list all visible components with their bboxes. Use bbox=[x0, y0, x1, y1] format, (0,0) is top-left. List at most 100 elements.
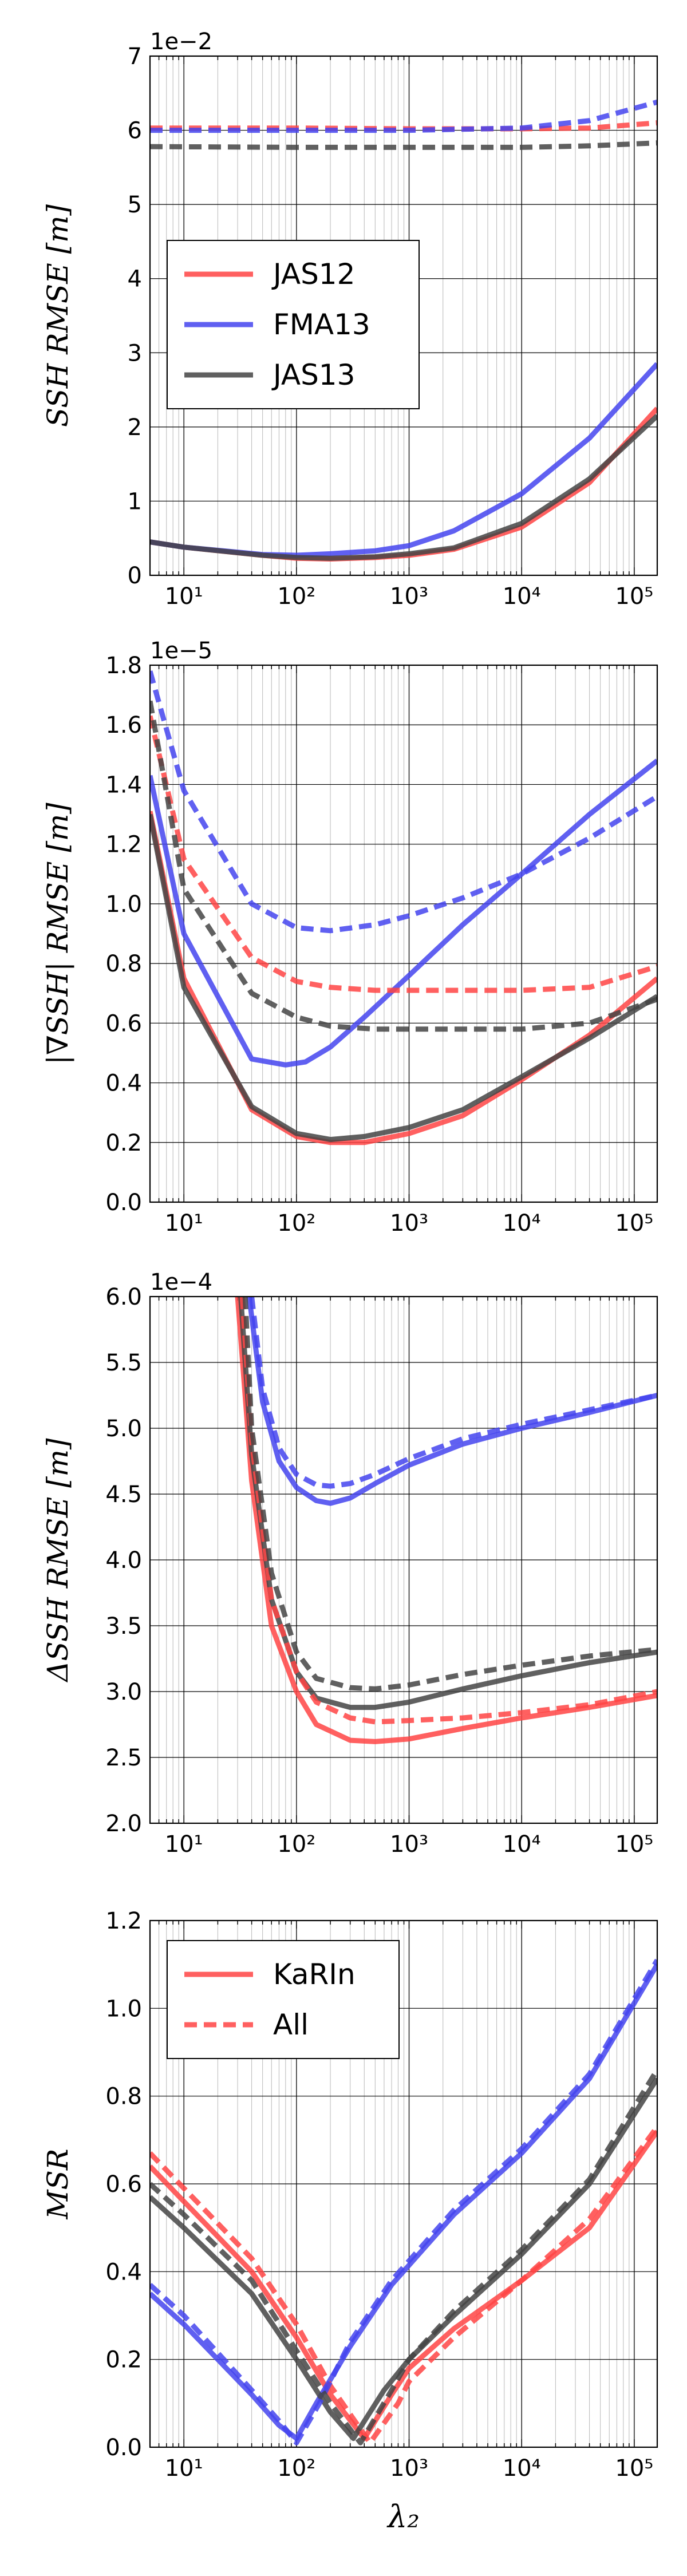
y-tick-label: 5 bbox=[128, 192, 142, 218]
y-tick-label: 4 bbox=[128, 266, 142, 293]
panel-3: 2.0 2.5 3.0 3.5 4.0 4.5 5.0 5.5 6.0 10¹ 10² 10³ 10⁴ 1… bbox=[41, 1269, 658, 1858]
axes-frame bbox=[149, 55, 658, 576]
panel-1: 0 1 2 3 4 5 6 7 10¹ 10² 10³ 10⁴ 10⁵ 1e−2 SSH RMSE [m] J… bbox=[41, 29, 658, 610]
axes-frame bbox=[149, 664, 658, 1203]
series-line bbox=[242, 1297, 657, 1692]
y-tick-label: 6.0 bbox=[105, 1284, 142, 1310]
y-tick-label: 0.0 bbox=[105, 1190, 142, 1216]
panel-2: 0.0 0.2 0.4 0.6 0.8 1.0 1.2 1.4 1.6 1.8 10¹ 10² 10³ 1… bbox=[41, 638, 658, 1236]
axes-frame bbox=[149, 1295, 658, 1824]
series-line bbox=[249, 1297, 657, 1489]
y-tick-label: 2.5 bbox=[105, 1745, 142, 1771]
y-axis-label: ΔSSH RMSE [m] bbox=[41, 1438, 74, 1683]
y-tick-label: 0.0 bbox=[105, 2435, 142, 2461]
x-tick-label: 10⁴ bbox=[503, 1831, 541, 1858]
series-line bbox=[150, 140, 657, 150]
y-tick-label: 0.6 bbox=[105, 2171, 142, 2198]
y-tick-label: 3.5 bbox=[105, 1613, 142, 1639]
y-axis-label: |∇SSH| RMSE [m] bbox=[41, 803, 74, 1065]
y-tick-label: 1.2 bbox=[105, 1908, 142, 1934]
y-tick-label: 1.2 bbox=[105, 832, 142, 858]
legend: KaRIn All bbox=[167, 1940, 400, 2059]
x-tick-label: 10¹ bbox=[165, 1831, 203, 1858]
grid bbox=[149, 665, 657, 1203]
x-tick-label: 10³ bbox=[390, 1831, 428, 1858]
x-tick-label: 10⁵ bbox=[615, 1210, 653, 1236]
y-tick-label: 0.8 bbox=[105, 2084, 142, 2110]
series-line bbox=[150, 2077, 657, 2441]
series-line bbox=[150, 2068, 657, 2445]
series-line bbox=[238, 1297, 657, 1710]
grid bbox=[149, 1296, 657, 1824]
legend-label: KaRIn bbox=[273, 1958, 356, 1991]
y-tick-label: 0.2 bbox=[105, 2347, 142, 2373]
y-tick-label: 4.5 bbox=[105, 1481, 142, 1508]
x-axis-label: λ₂ bbox=[386, 2499, 420, 2535]
scale-label: 1e−4 bbox=[150, 1269, 212, 1295]
x-tick-label: 10² bbox=[277, 583, 315, 610]
series-line bbox=[150, 414, 657, 561]
series-line bbox=[150, 700, 657, 1032]
y-tick-label: 6 bbox=[128, 118, 142, 144]
legend-label: All bbox=[273, 2008, 309, 2041]
y-tick-label: 1.4 bbox=[105, 772, 142, 798]
series-line bbox=[150, 99, 657, 133]
y-tick-label: 1.6 bbox=[105, 712, 142, 738]
y-tick-label: 0 bbox=[128, 563, 142, 589]
y-tick-label: 1 bbox=[128, 488, 142, 515]
series-group bbox=[150, 670, 657, 1145]
y-tick-label: 7 bbox=[128, 44, 142, 70]
y-tick-label: 2.0 bbox=[105, 1811, 142, 1837]
series-line bbox=[150, 715, 657, 993]
x-tick-label: 10¹ bbox=[165, 583, 203, 610]
series-line bbox=[150, 2129, 657, 2441]
legend: JAS12 FMA13 JAS13 bbox=[167, 240, 420, 409]
y-tick-label: 1.0 bbox=[105, 1996, 142, 2022]
series-line bbox=[235, 1297, 657, 1744]
y-tick-label: 0.4 bbox=[105, 2259, 142, 2285]
x-tick-label: 10² bbox=[277, 1210, 315, 1236]
x-tick-label: 10³ bbox=[390, 583, 428, 610]
y-tick-label: 0.2 bbox=[105, 1130, 142, 1156]
x-tick-label: 10³ bbox=[390, 1210, 428, 1236]
y-tick-label: 5.5 bbox=[105, 1350, 142, 1376]
x-tick-label: 10⁵ bbox=[615, 2455, 653, 2482]
x-tick-label: 10³ bbox=[390, 2455, 428, 2482]
y-tick-label: 1.8 bbox=[105, 653, 142, 679]
scale-label: 1e−5 bbox=[150, 638, 212, 664]
series-line bbox=[239, 1297, 657, 1725]
series-line bbox=[150, 670, 657, 934]
panel-4: 0.0 0.2 0.4 0.6 0.8 1.0 1.2 10¹ 10² 10³ 10⁴ 10⁵ MSR K… bbox=[41, 1908, 658, 2535]
x-tick-label: 10² bbox=[277, 2455, 315, 2482]
series-group bbox=[235, 1297, 657, 1744]
y-tick-label: 3 bbox=[128, 340, 142, 366]
axes-frame bbox=[149, 1919, 658, 2448]
y-tick-label: 0.4 bbox=[105, 1070, 142, 1097]
y-axis-label: MSR bbox=[41, 2148, 74, 2219]
x-tick-label: 10¹ bbox=[165, 1210, 203, 1236]
series-line bbox=[246, 1297, 657, 1506]
x-tick-label: 10² bbox=[277, 1831, 315, 1858]
x-tick-label: 10¹ bbox=[165, 2455, 203, 2482]
y-tick-label: 3.0 bbox=[105, 1679, 142, 1705]
x-tick-label: 10⁴ bbox=[503, 583, 541, 610]
series-line bbox=[150, 758, 657, 1068]
x-tick-label: 10⁴ bbox=[503, 2455, 541, 2482]
series-group bbox=[150, 1958, 657, 2445]
scale-label: 1e−2 bbox=[150, 29, 212, 55]
y-tick-label: 0.6 bbox=[105, 1010, 142, 1037]
legend-box bbox=[167, 1940, 400, 2059]
x-tick-label: 10⁴ bbox=[503, 1210, 541, 1236]
x-tick-label: 10⁵ bbox=[615, 583, 653, 610]
y-tick-label: 5.0 bbox=[105, 1416, 142, 1442]
series-line bbox=[150, 813, 657, 1143]
series-group bbox=[150, 99, 657, 562]
y-tick-label: 0.8 bbox=[105, 951, 142, 977]
series-line bbox=[150, 1958, 657, 2445]
y-tick-label: 4.0 bbox=[105, 1547, 142, 1574]
legend-label: JAS12 bbox=[271, 258, 355, 291]
series-line bbox=[150, 2125, 657, 2445]
y-axis-label: SSH RMSE [m] bbox=[41, 204, 74, 427]
legend-label: FMA13 bbox=[273, 308, 370, 341]
